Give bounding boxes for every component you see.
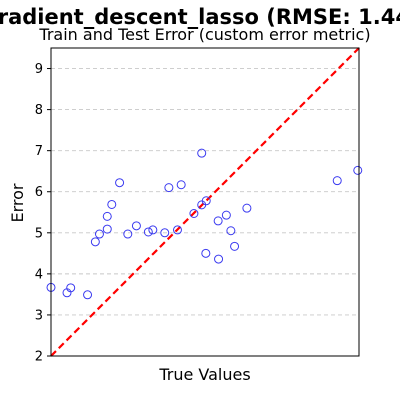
data-point xyxy=(108,200,116,208)
data-point xyxy=(214,217,222,225)
data-points xyxy=(47,149,362,299)
y-tick-label: 5 xyxy=(35,226,43,241)
y-tick-label: 7 xyxy=(35,144,43,159)
data-point xyxy=(91,238,99,246)
grid-lines xyxy=(51,69,359,315)
data-point xyxy=(165,184,173,192)
y-tick-label: 2 xyxy=(35,350,43,365)
data-point xyxy=(84,291,92,299)
data-point xyxy=(177,181,185,189)
data-point xyxy=(103,225,111,233)
data-point xyxy=(215,255,223,263)
y-tick-label: 9 xyxy=(35,62,43,77)
data-point xyxy=(354,166,362,174)
chart-subtitle: Train and Test Error (custom error metri… xyxy=(38,25,370,44)
data-point xyxy=(243,204,251,212)
data-point xyxy=(202,249,210,257)
y-tick-label: 3 xyxy=(35,308,43,323)
x-axis-label: True Values xyxy=(158,365,250,384)
data-point xyxy=(103,212,111,220)
y-tick-label: 8 xyxy=(35,103,43,118)
data-point xyxy=(144,228,152,236)
data-point xyxy=(116,179,124,187)
y-tick-label: 6 xyxy=(35,185,43,200)
data-point xyxy=(124,230,132,238)
data-point xyxy=(132,222,140,230)
y-tick-label: 4 xyxy=(35,267,43,282)
data-point xyxy=(231,242,239,250)
data-point xyxy=(95,230,103,238)
y-axis-ticks: 2 3 4 5 6 7 8 9 xyxy=(35,62,51,364)
data-point xyxy=(222,211,230,219)
y-axis-label: Error xyxy=(8,183,27,222)
data-point xyxy=(227,227,235,235)
data-point xyxy=(333,177,341,185)
